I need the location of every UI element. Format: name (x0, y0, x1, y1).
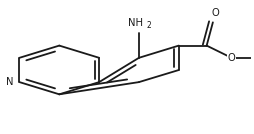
Text: O: O (228, 53, 235, 63)
Text: NH: NH (128, 18, 143, 28)
Text: 2: 2 (146, 21, 151, 30)
Text: O: O (212, 8, 219, 18)
Text: N: N (6, 77, 13, 87)
